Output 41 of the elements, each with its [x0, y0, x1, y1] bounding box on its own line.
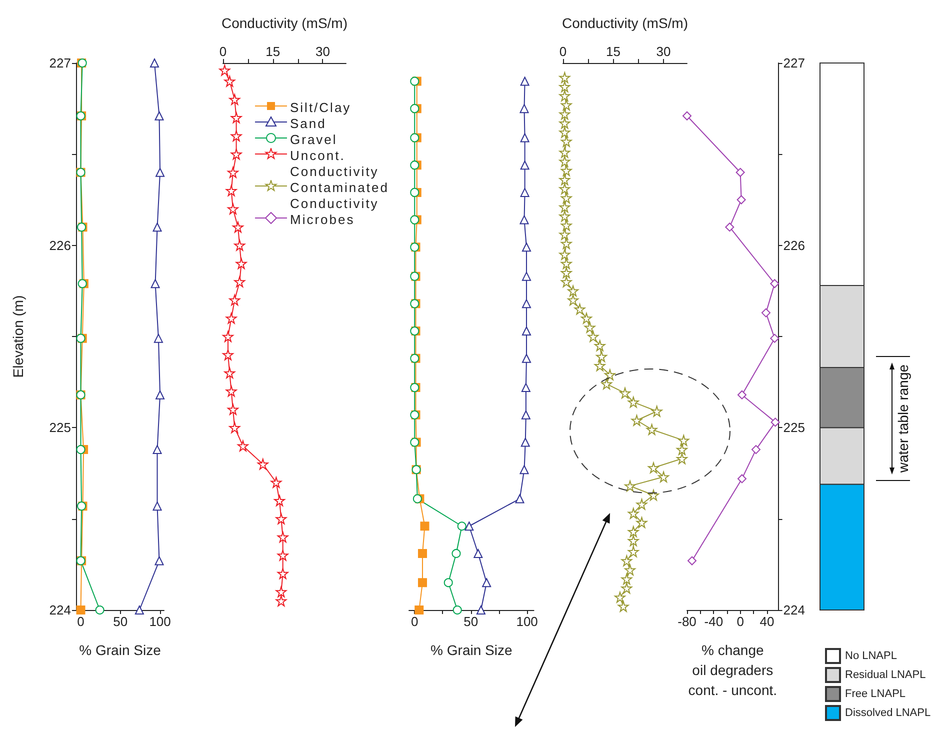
legend-label: Contaminated Conductivity: [290, 180, 390, 212]
x-tick-label: 50: [113, 614, 128, 629]
annotation: water table range: [895, 364, 911, 474]
x-tick-label: 0: [736, 614, 744, 629]
x-tick-label: 0: [559, 44, 567, 59]
x-axis-title: Conductivity (mS/m): [562, 15, 688, 31]
y2-tick-label: 225: [782, 420, 805, 436]
x-tick-label: -80: [677, 614, 696, 629]
y2-tick-label: 227: [782, 56, 805, 70]
y-tick-label: 225: [49, 420, 71, 436]
legend-label: Dissolved LNAPL: [845, 707, 931, 719]
y-axis-title: Elevation (m): [10, 295, 26, 378]
y2-tick-label: 224: [782, 602, 805, 618]
legend-label: Silt/Clay: [290, 100, 352, 116]
x-tick-label: 50: [463, 614, 478, 629]
legend-label: Residual LNAPL: [845, 669, 926, 681]
x-axis-title: % Grain Size: [430, 642, 512, 658]
legend-label: No LNAPL: [845, 650, 897, 662]
legend-label: Sand: [290, 116, 328, 132]
legend-label: Gravel: [290, 132, 338, 148]
x-tick-label: 15: [266, 44, 280, 59]
x-tick-label: 0: [410, 614, 418, 629]
legend-label: Microbes: [290, 212, 356, 228]
x-tick-label: 40: [759, 614, 774, 629]
legend-label: Uncont. Conductivity: [290, 148, 380, 180]
x-tick-label: 0: [219, 44, 227, 59]
x-tick-label: -40: [704, 614, 723, 629]
legend-label: Free LNAPL: [845, 688, 906, 700]
x-tick-label: 100: [516, 614, 538, 629]
y-tick-label: 226: [49, 238, 71, 253]
x-tick-label: 30: [315, 44, 330, 59]
x-tick-label: 15: [606, 44, 621, 59]
y2-tick-label: 226: [782, 238, 805, 253]
x-tick-label: 0: [77, 614, 84, 629]
x-axis-title: Conductivity (mS/m): [221, 15, 348, 31]
x-axis-title: % change oil degraders cont. - uncont.: [688, 642, 777, 698]
x-tick-label: 30: [656, 44, 671, 59]
y-tick-label: 224: [49, 602, 71, 618]
x-axis-title: % Grain Size: [79, 642, 162, 658]
x-tick-label: 100: [149, 614, 171, 629]
y-tick-label: 227: [49, 56, 71, 70]
